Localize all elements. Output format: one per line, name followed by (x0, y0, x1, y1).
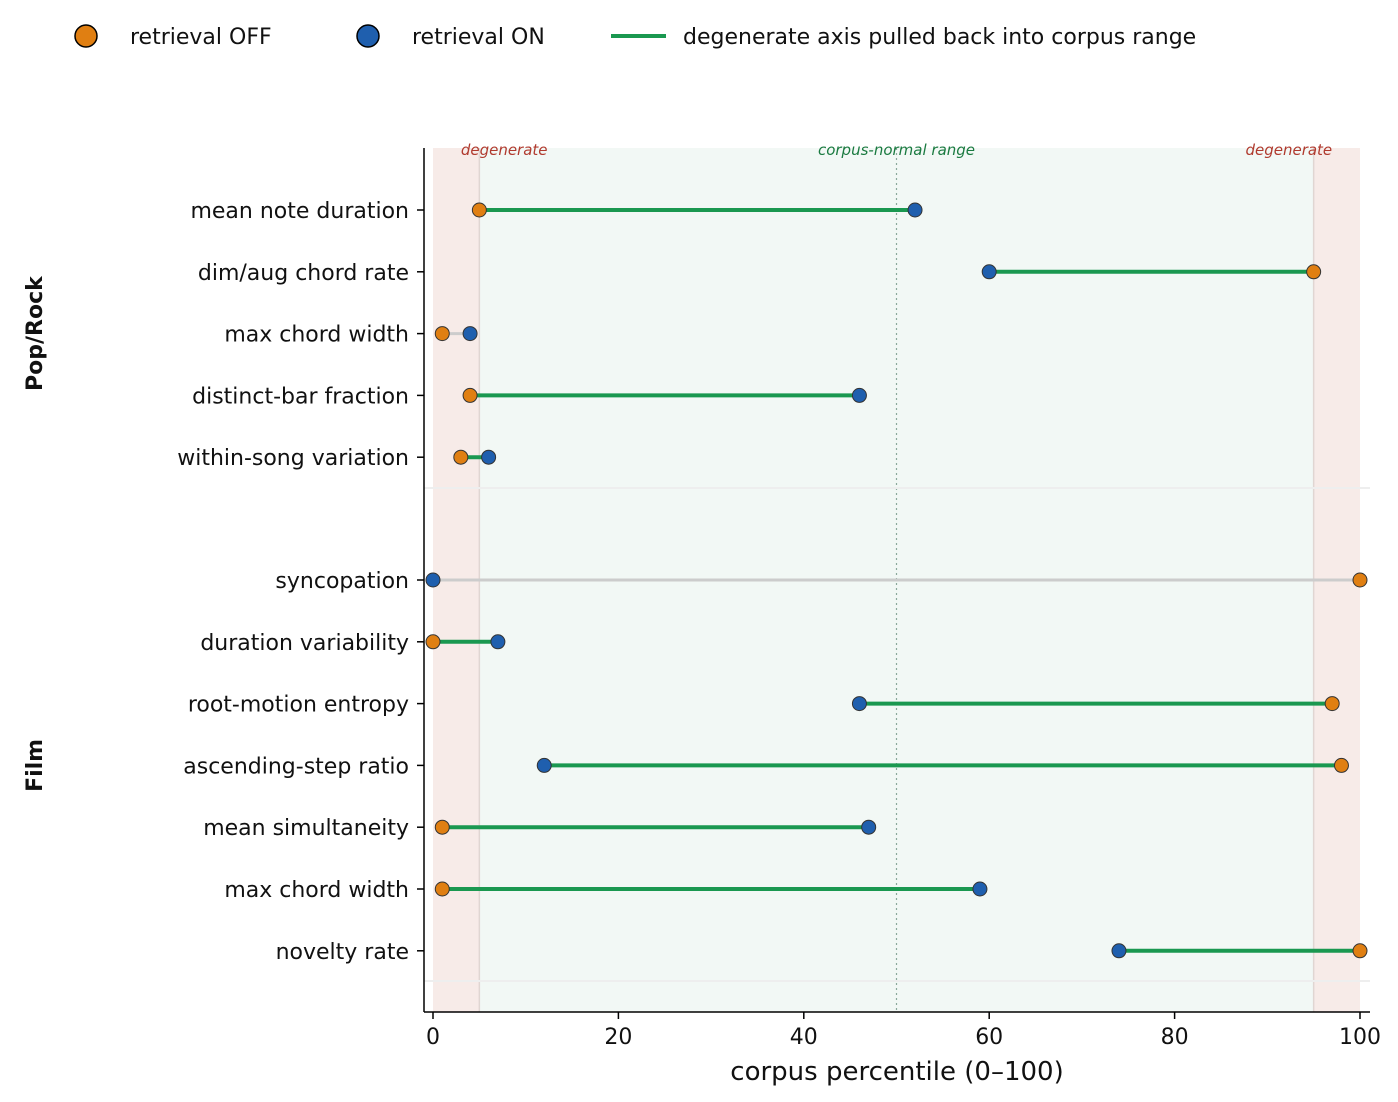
row-label: root-motion entropy (188, 693, 409, 718)
point-retrieval-off (1352, 943, 1368, 959)
point-retrieval-off (453, 449, 469, 465)
x-tick-label: 0 (426, 1025, 440, 1050)
point-retrieval-off (1352, 572, 1368, 588)
row-label: syncopation (275, 569, 409, 594)
point-retrieval-off (434, 326, 450, 342)
point-retrieval-off (434, 819, 450, 835)
zone-label-mid: corpus-normal range (818, 141, 975, 159)
point-retrieval-off (462, 387, 478, 403)
point-retrieval-off (1324, 696, 1340, 712)
x-tick-label: 80 (1161, 1025, 1189, 1050)
row-label: dim/aug chord rate (198, 261, 409, 286)
x-tick-label: 20 (604, 1025, 632, 1050)
group-label-film: Film (23, 739, 48, 792)
point-retrieval-on (861, 819, 877, 835)
row-label: max chord width (224, 878, 409, 903)
legend-label-line: degenerate axis pulled back into corpus … (683, 25, 1196, 50)
zone-label-high: degenerate (1245, 141, 1332, 159)
point-retrieval-on (972, 881, 988, 897)
legend-label-off: retrieval OFF (130, 25, 272, 50)
row-label: mean simultaneity (203, 816, 409, 841)
point-retrieval-off (425, 634, 441, 650)
point-retrieval-off (471, 202, 487, 218)
zone-label-low: degenerate (461, 141, 548, 159)
row-label: duration variability (200, 631, 409, 656)
row-label: distinct-bar fraction (192, 384, 409, 409)
point-retrieval-on (981, 264, 997, 280)
point-retrieval-on (851, 387, 867, 403)
row-label: novelty rate (276, 940, 409, 965)
legend: retrieval OFF retrieval ON degenerate ax… (74, 24, 1196, 50)
point-retrieval-off (1306, 264, 1322, 280)
point-retrieval-off (434, 881, 450, 897)
point-retrieval-on (425, 572, 441, 588)
row-label: within-song variation (177, 446, 409, 471)
point-retrieval-on (536, 757, 552, 773)
x-tick-label: 40 (790, 1025, 818, 1050)
point-retrieval-off (1333, 757, 1349, 773)
point-retrieval-on (1111, 943, 1127, 959)
legend-marker-on (356, 24, 380, 48)
row-label: ascending-step ratio (183, 754, 409, 779)
group-label-pop-rock: Pop/Rock (23, 275, 48, 391)
row-label: max chord width (224, 323, 409, 348)
point-retrieval-on (907, 202, 923, 218)
x-tick-label: 60 (975, 1025, 1003, 1050)
point-retrieval-on (481, 449, 497, 465)
legend-marker-off (74, 24, 98, 48)
row-label: mean note duration (190, 199, 409, 224)
point-retrieval-on (851, 696, 867, 712)
point-retrieval-on (462, 326, 478, 342)
x-tick-label: 100 (1339, 1025, 1381, 1050)
legend-label-on: retrieval ON (412, 25, 545, 50)
point-retrieval-on (490, 634, 506, 650)
plot-area: degenerate corpus-normal range degenerate 0… (23, 141, 1381, 1050)
x-axis-title: corpus percentile (0–100) (730, 1057, 1063, 1087)
